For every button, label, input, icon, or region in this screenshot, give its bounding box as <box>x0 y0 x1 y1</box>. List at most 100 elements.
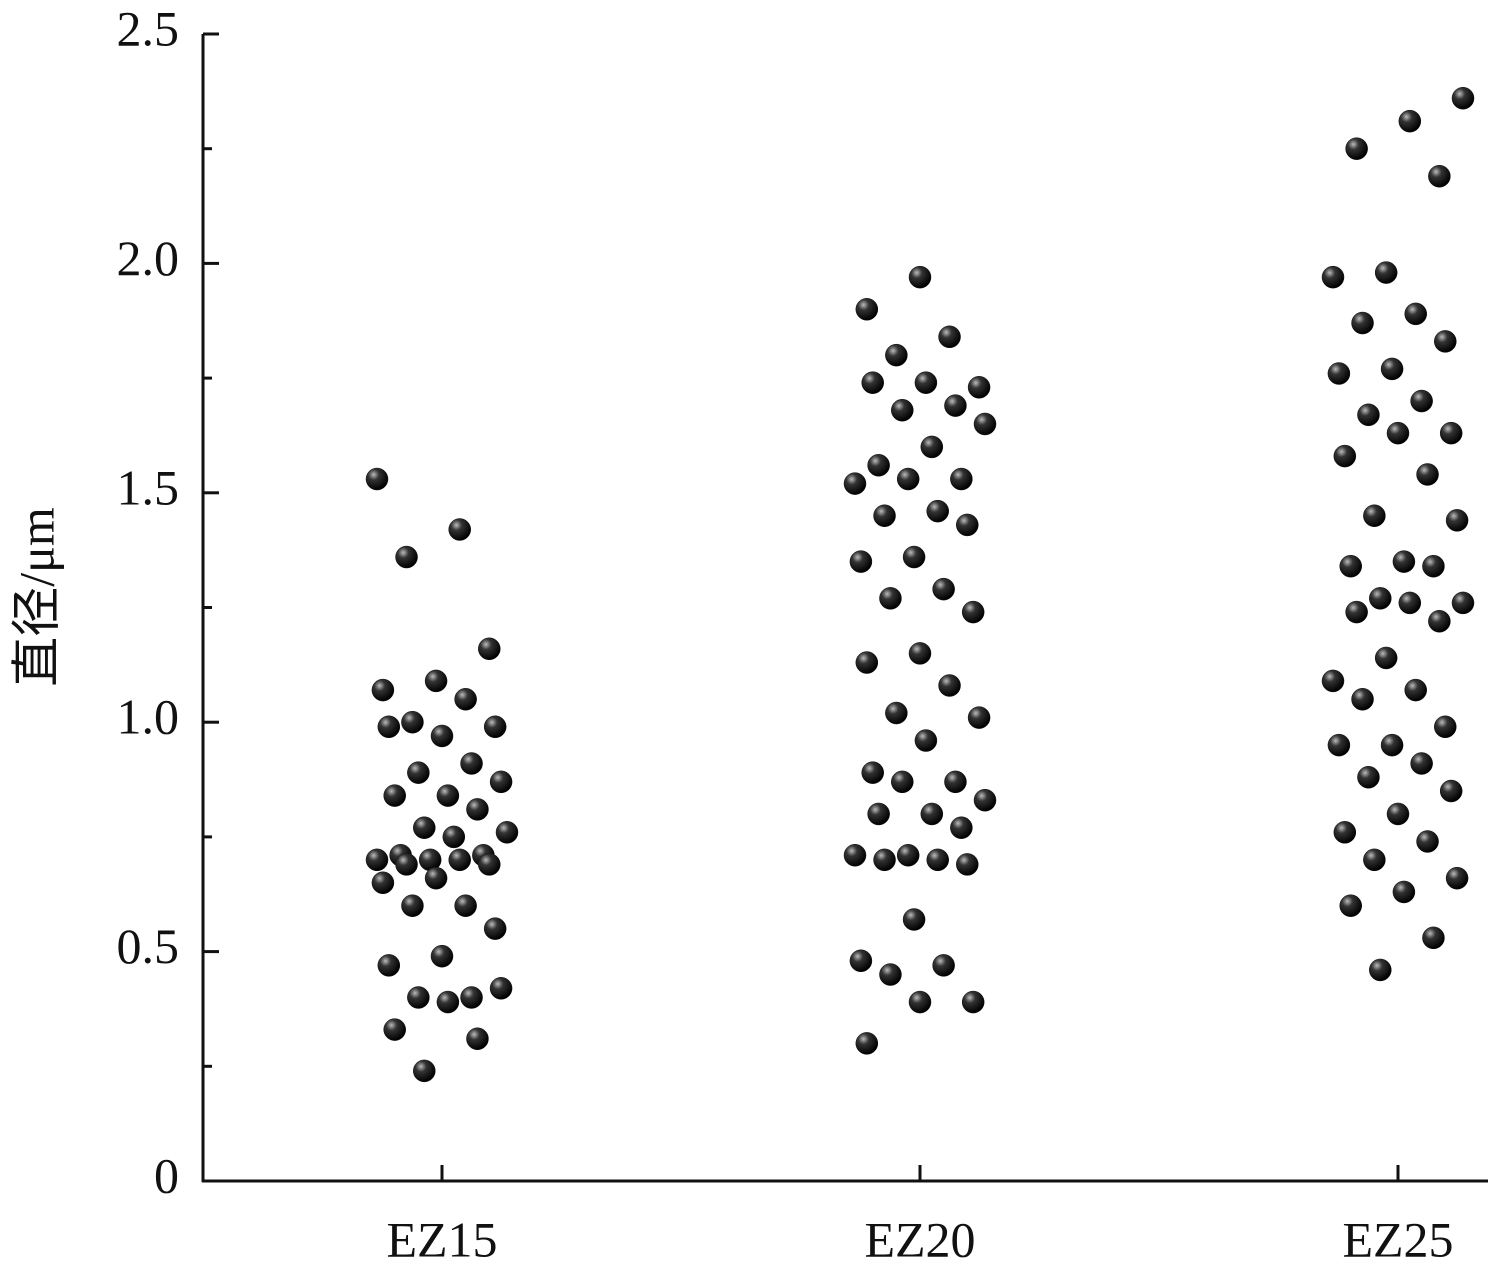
x-tick-label: EZ20 <box>864 1211 975 1267</box>
data-point <box>967 706 991 729</box>
data-point <box>460 752 483 775</box>
data-point <box>1333 821 1357 844</box>
data-point <box>1369 587 1392 610</box>
data-point <box>1351 311 1374 335</box>
data-point <box>401 894 424 917</box>
data-point <box>873 848 896 872</box>
data-point <box>1327 733 1351 757</box>
data-point <box>460 986 483 1009</box>
data-point <box>843 844 867 867</box>
data-point <box>920 802 944 826</box>
data-point <box>914 729 938 752</box>
data-point <box>896 467 920 491</box>
data-point <box>377 954 401 977</box>
y-tick-label: 2.0 <box>117 230 180 286</box>
data-point <box>1428 164 1451 188</box>
data-point <box>867 454 890 477</box>
data-point <box>1416 463 1439 486</box>
data-point <box>1369 958 1392 982</box>
data-point <box>1333 444 1357 468</box>
data-point <box>932 954 955 977</box>
data-point <box>1374 646 1398 670</box>
data-point <box>961 600 985 624</box>
data-point <box>879 587 902 610</box>
data-point <box>944 770 967 794</box>
data-point <box>967 376 991 399</box>
data-point <box>1380 733 1404 757</box>
data-point <box>1386 802 1410 826</box>
data-point <box>1321 669 1345 693</box>
data-point <box>1451 591 1475 615</box>
data-point <box>466 798 489 821</box>
data-point <box>891 770 914 794</box>
x-tick-label: EZ25 <box>1342 1211 1453 1267</box>
data-point <box>867 802 890 826</box>
data-point <box>961 990 985 1014</box>
data-point <box>1380 357 1404 381</box>
data-point <box>973 788 997 812</box>
data-point <box>383 784 406 807</box>
y-tick-label: 0 <box>154 1147 179 1203</box>
data-point <box>1363 848 1386 872</box>
data-point <box>1410 389 1433 413</box>
data-point <box>1434 715 1457 739</box>
data-point <box>950 816 973 839</box>
data-point <box>1392 550 1416 573</box>
data-point <box>395 545 418 569</box>
data-point <box>908 265 932 289</box>
data-point <box>956 853 979 876</box>
data-point <box>483 715 507 739</box>
data-point <box>448 518 471 541</box>
data-point <box>896 844 920 867</box>
data-point <box>1392 880 1416 904</box>
data-point <box>1445 509 1469 532</box>
data-point <box>413 1059 436 1083</box>
data-point <box>950 467 973 491</box>
data-point <box>489 770 513 794</box>
data-point <box>448 848 471 872</box>
data-point <box>1428 610 1451 633</box>
data-point <box>849 949 873 973</box>
data-point <box>442 825 466 849</box>
data-point <box>407 761 430 784</box>
data-point <box>926 848 949 872</box>
data-point <box>926 499 949 523</box>
data-point <box>1404 678 1427 702</box>
y-tick-label: 1.0 <box>117 689 180 745</box>
data-point <box>365 467 389 491</box>
data-point <box>1398 591 1422 615</box>
y-axis-label: 直径/μm <box>8 507 64 687</box>
data-point <box>424 669 448 693</box>
data-point <box>908 990 932 1014</box>
data-point <box>1357 766 1380 789</box>
data-point <box>1445 866 1469 890</box>
data-point <box>489 977 513 1000</box>
data-point <box>885 343 908 367</box>
data-point <box>1327 362 1351 385</box>
y-tick-label: 2.5 <box>117 0 180 56</box>
data-point <box>902 545 926 569</box>
data-point <box>377 715 401 739</box>
data-point <box>849 550 873 573</box>
data-point <box>1451 86 1475 110</box>
data-point <box>1398 109 1422 133</box>
data-point <box>1351 688 1374 711</box>
data-point <box>938 674 961 697</box>
data-point <box>1357 403 1380 427</box>
data-point <box>938 325 961 349</box>
data-point <box>430 724 454 748</box>
data-point <box>424 866 448 890</box>
data-point <box>879 963 902 986</box>
data-point <box>401 710 424 734</box>
data-point <box>1416 830 1439 853</box>
data-point <box>436 990 460 1014</box>
data-point <box>436 784 460 807</box>
data-point <box>371 871 395 895</box>
data-point <box>1345 600 1368 624</box>
y-tick-label: 0.5 <box>117 918 180 974</box>
data-point <box>495 821 519 844</box>
data-point <box>365 848 389 872</box>
data-point <box>1434 330 1457 353</box>
data-point <box>395 853 418 876</box>
